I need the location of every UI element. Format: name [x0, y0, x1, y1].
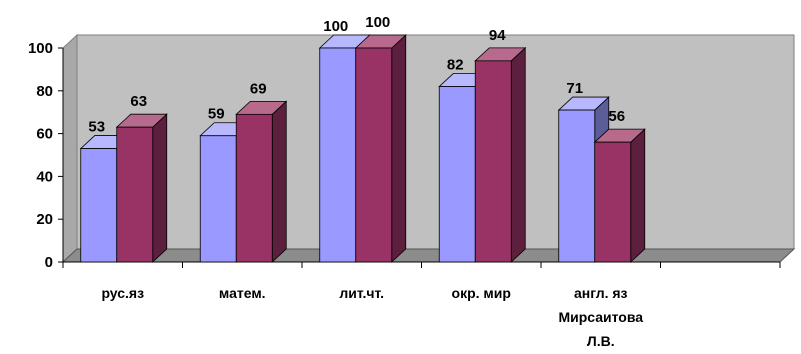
- plot-back-wall: [76, 34, 795, 250]
- x-category-label: Мирсаитова: [558, 309, 643, 325]
- y-tick-label: 80: [36, 83, 53, 100]
- x-category-label: рус.яз: [101, 285, 144, 301]
- plot-side-wall: [62, 33, 78, 264]
- data-label: 69: [250, 80, 267, 97]
- bar-front-face: [594, 141, 632, 263]
- bar-front-face: [355, 47, 393, 263]
- bar-side-face: [391, 34, 407, 263]
- bar-side-face: [630, 128, 646, 263]
- plot-floor: [61, 248, 796, 263]
- data-label: 82: [447, 57, 464, 74]
- bar-front-face: [474, 60, 512, 263]
- y-tick-label: 100: [28, 40, 53, 57]
- bar: [474, 46, 527, 263]
- data-label: 94: [489, 27, 506, 44]
- x-category-label: англ. яз: [574, 285, 628, 301]
- data-label: 100: [323, 18, 348, 35]
- y-tick-label: 40: [36, 168, 53, 185]
- bar-side-face: [510, 46, 526, 263]
- bar-side-face: [152, 113, 168, 263]
- x-category-label: Л.В.: [587, 333, 615, 349]
- bar-front-face: [558, 109, 596, 263]
- bar-side-face: [271, 100, 287, 263]
- bar-front-face: [80, 148, 118, 263]
- data-label: 100: [365, 14, 390, 31]
- bar-front-face: [235, 113, 273, 263]
- data-label: 71: [566, 80, 583, 97]
- data-label: 59: [208, 106, 225, 123]
- bar-front-face: [116, 126, 154, 263]
- x-category-label: окр. мир: [452, 285, 511, 301]
- data-label: 63: [130, 93, 147, 110]
- bar-front-face: [199, 135, 237, 263]
- x-category-label: лит.чт.: [339, 285, 384, 301]
- data-label: 53: [88, 119, 105, 136]
- bar: [235, 100, 288, 263]
- data-label: 56: [608, 108, 625, 125]
- bar-front-face: [438, 86, 476, 263]
- y-tick-label: 20: [36, 211, 53, 228]
- y-tick-label: 60: [36, 126, 53, 143]
- bar: [354, 34, 407, 263]
- y-tick-label: 0: [45, 254, 53, 271]
- x-category-label: матем.: [219, 285, 266, 301]
- bar-front-face: [319, 47, 357, 263]
- bar: [115, 113, 168, 263]
- bar: [593, 128, 646, 263]
